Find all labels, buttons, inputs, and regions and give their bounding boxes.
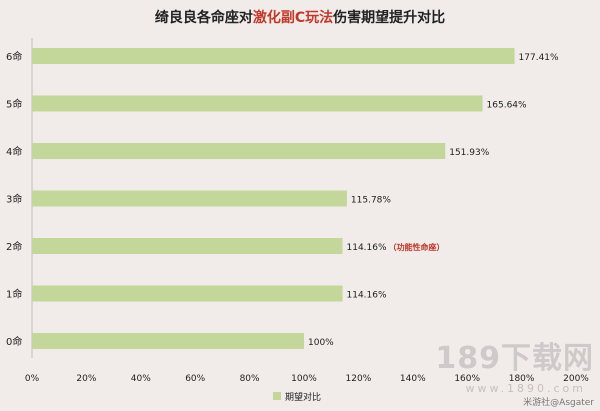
chart-title: 绮良良各命座对激化副C玩法伤害期望提升对比 (155, 9, 445, 26)
x-tick-label: 180% (509, 374, 535, 384)
legend-swatch (273, 392, 281, 400)
data-label: 114.16% (347, 243, 387, 253)
x-tick-label: 20% (76, 374, 96, 384)
x-tick-label: 80% (240, 374, 260, 384)
data-label: 177.41% (519, 53, 559, 63)
y-tick-label: 4命 (6, 145, 22, 158)
data-label: 115.78% (351, 196, 391, 206)
y-tick-label: 3命 (6, 193, 22, 206)
bar-6命 (32, 48, 515, 64)
x-tick-label: 0% (25, 374, 40, 384)
y-tick-label: 2命 (6, 240, 22, 253)
data-label: 165.64% (487, 101, 527, 111)
bar-3命 (32, 190, 347, 207)
annotation-label: （功能性命座） (389, 242, 445, 252)
watermark-url: www.1890.com (465, 382, 586, 395)
chart-title-part-1: 激化副C玩法 (253, 9, 333, 26)
data-label: 151.93% (449, 148, 489, 158)
y-tick-label: 1命 (6, 288, 22, 301)
x-tick-label: 200% (563, 374, 589, 384)
chart-title-part-0: 绮良良各命座对 (155, 9, 253, 26)
bar-2命 (32, 238, 343, 254)
x-tick-label: 60% (185, 374, 205, 384)
x-tick-label: 40% (131, 374, 151, 384)
data-label: 100% (308, 338, 334, 348)
x-tick-label: 100% (291, 374, 317, 384)
x-tick-label: 140% (400, 374, 426, 384)
legend-label: 期望对比 (285, 391, 321, 403)
data-label: 114.16% (347, 291, 387, 301)
credit-text: 米游社@Asgater (523, 398, 594, 408)
bar-4命 (32, 143, 446, 159)
y-tick-label: 6命 (6, 50, 22, 63)
watermark: 189下载网 (435, 341, 594, 376)
x-tick-label: 120% (346, 374, 372, 384)
y-tick-label: 0命 (6, 335, 22, 348)
bar-1命 (32, 285, 343, 302)
bar-5命 (32, 95, 483, 112)
chart-title-part-2: 伤害期望提升对比 (332, 9, 445, 26)
x-tick-label: 160% (454, 374, 480, 384)
bar-0命 (32, 333, 304, 349)
y-tick-label: 5命 (6, 98, 22, 111)
